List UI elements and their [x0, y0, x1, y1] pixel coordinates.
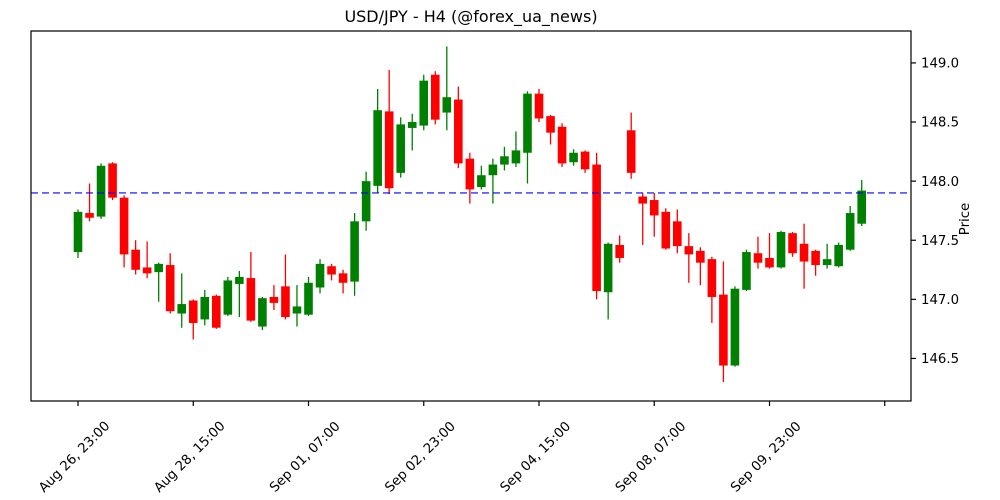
chart-title: USD/JPY - H4 (@forex_ua_news) [344, 7, 597, 27]
candle-body-down [338, 273, 348, 283]
candle-body-up [361, 181, 371, 222]
x-tick-label: Sep 09, 23:00 [728, 419, 804, 495]
candle-body-down [649, 200, 659, 216]
candle-body-down [811, 250, 820, 266]
candle-body-up [603, 243, 613, 293]
candle-body-down [131, 249, 140, 270]
candle-body-up [154, 263, 163, 273]
candle-body-up [373, 110, 382, 186]
candle-body-up [442, 97, 452, 113]
candle-body-up [396, 124, 405, 173]
candle-body-down [430, 74, 440, 120]
candle-body-down [580, 151, 590, 170]
y-tick-label: 147.0 [921, 293, 959, 308]
y-axis-label: Price [958, 203, 973, 235]
candle-body-up [96, 165, 106, 217]
candle-body-up [200, 296, 210, 320]
candle-body-up [730, 288, 740, 366]
y-tick-label: 148.5 [921, 116, 959, 131]
candle-body-down [638, 196, 648, 204]
candle-body-down [384, 111, 394, 189]
x-tick-label: Sep 01, 07:00 [267, 419, 343, 495]
candle-body-down [108, 163, 117, 198]
candle-body-down [85, 213, 94, 218]
candle-body-down [719, 294, 728, 366]
candle-body-up [822, 259, 832, 266]
candle-body-down [465, 158, 475, 190]
plot-area: 149.0 148.5 148.0 147.5 147.0 146.5 Aug 26, 23… [30, 30, 959, 496]
candle-body-down [615, 244, 624, 258]
candle-body-down [281, 286, 290, 318]
candle-body-down [269, 296, 279, 303]
candle-body-down [188, 300, 198, 323]
candle-body-up [258, 298, 267, 327]
candle-body-up [292, 306, 302, 314]
candle-body-up [235, 276, 244, 284]
x-tick-label: Sep 08, 07:00 [613, 419, 689, 495]
candle-body-up [834, 244, 843, 267]
y-tick-label: 147.5 [921, 234, 959, 249]
candle-body-up [350, 221, 359, 282]
candle-body-down [546, 116, 555, 133]
candle-body-down [626, 130, 636, 173]
candle-body-down [696, 250, 705, 263]
candle-body-up [73, 211, 83, 253]
x-tick-label: Aug 26, 23:00 [36, 419, 113, 496]
candle-body-down [119, 197, 129, 255]
candle-body-up [857, 190, 866, 224]
candle-body-up [407, 122, 417, 128]
axes-frame [30, 30, 912, 402]
candle-body-up [315, 263, 325, 288]
candle-body-down [661, 211, 671, 249]
candle-body-down [753, 253, 763, 263]
y-tick-label: 148.0 [921, 175, 959, 190]
candle-body-up [177, 304, 187, 314]
candle-body-down [592, 164, 601, 292]
candle-body-down [788, 233, 797, 254]
candle-body-up [477, 175, 486, 188]
candle-body-down [684, 246, 694, 255]
x-tick-label: Sep 02, 23:00 [382, 419, 458, 495]
candle-body-down [142, 267, 152, 274]
candle-body-up [742, 252, 751, 290]
candle-body-up [419, 80, 429, 126]
candle-body-down [165, 265, 175, 312]
candle-body-up [569, 152, 578, 163]
candle-body-down [557, 126, 567, 164]
y-tick-label: 146.5 [921, 352, 959, 367]
candle-body-up [523, 93, 532, 153]
candle-body-up [511, 150, 521, 164]
candle-body-down [212, 295, 221, 328]
candle-body-down [707, 259, 717, 297]
candle-body-down [534, 93, 544, 119]
candle-body-down [246, 278, 256, 321]
candle-body-down [765, 257, 774, 268]
y-tick-label: 149.0 [921, 57, 959, 72]
candle-body-up [845, 213, 855, 250]
candle-body-down [327, 266, 336, 275]
candle-body-down [673, 221, 682, 247]
candle-body-up [304, 282, 313, 315]
candle-body-up [500, 156, 509, 165]
candle-body-up [488, 164, 498, 176]
candle-body-up [776, 231, 786, 268]
candle-body-down [454, 99, 463, 164]
candle-body-down [799, 243, 809, 262]
candle-body-up [223, 280, 233, 315]
x-tick-label: Aug 28, 15:00 [152, 419, 229, 496]
x-tick-label: Sep 04, 15:00 [498, 419, 574, 495]
